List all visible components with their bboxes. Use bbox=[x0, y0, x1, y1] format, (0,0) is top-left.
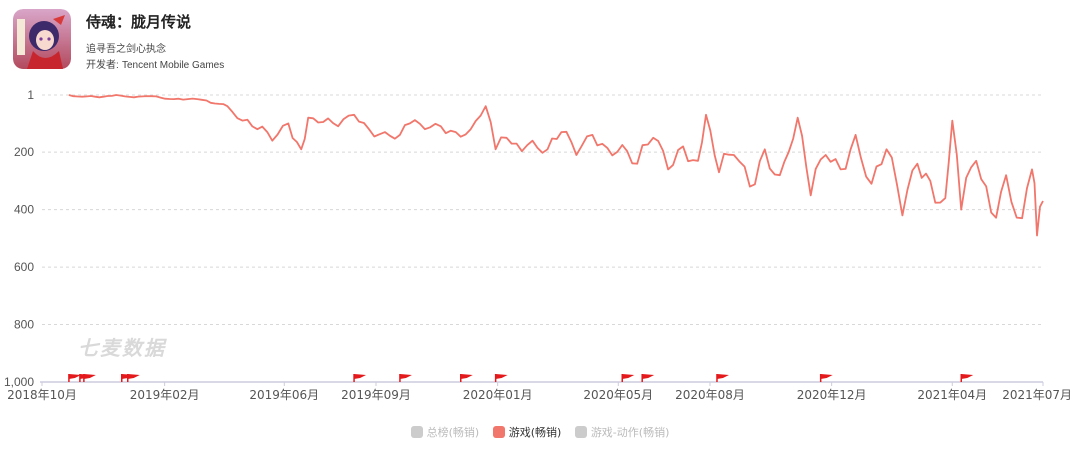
event-flag bbox=[354, 374, 367, 379]
app-developer: 开发者: Tencent Mobile Games bbox=[86, 56, 224, 71]
event-flag bbox=[642, 374, 655, 379]
legend-swatch bbox=[574, 426, 587, 438]
x-tick-label: 2020年08月 bbox=[675, 388, 745, 402]
event-flag bbox=[127, 374, 140, 379]
legend-swatch bbox=[410, 426, 423, 438]
y-tick-label: 400 bbox=[14, 203, 34, 217]
legend-item-game-action[interactable]: 游戏-动作(畅销) bbox=[574, 424, 670, 440]
event-flag bbox=[495, 374, 508, 379]
x-tick-label: 2021年07月 bbox=[1002, 388, 1072, 402]
event-flag bbox=[961, 374, 974, 379]
legend-swatch bbox=[492, 426, 505, 438]
x-tick-label: 2019年06月 bbox=[249, 388, 319, 402]
legend-item-overall[interactable]: 总榜(畅销) bbox=[410, 424, 480, 440]
y-tick-label: 1,000 bbox=[4, 375, 34, 389]
x-tick-label: 2020年12月 bbox=[797, 388, 867, 402]
app-subtitle: 追寻吾之剑心执念 bbox=[86, 44, 166, 55]
event-flag bbox=[820, 374, 833, 379]
x-tick-label: 2020年05月 bbox=[583, 388, 653, 402]
event-flag bbox=[716, 374, 729, 379]
developer-label: 开发者: bbox=[86, 60, 119, 71]
legend-label: 游戏(畅销) bbox=[508, 426, 562, 439]
y-tick-label: 600 bbox=[14, 260, 34, 274]
developer-name: Tencent Mobile Games bbox=[121, 60, 225, 71]
x-tick-label: 2021年04月 bbox=[917, 388, 987, 402]
watermark: 七麦数据 bbox=[78, 336, 166, 360]
event-flag bbox=[399, 374, 412, 379]
app-icon bbox=[13, 9, 71, 69]
event-flag bbox=[622, 374, 635, 379]
event-flag bbox=[83, 374, 96, 379]
event-flag bbox=[460, 374, 473, 379]
series-line-game-grossing bbox=[68, 94, 1044, 237]
x-tick-label: 2019年02月 bbox=[130, 388, 200, 402]
legend-item-game[interactable]: 游戏(畅销) bbox=[492, 424, 562, 440]
legend: 总榜(畅销) 游戏(畅销) 游戏-动作(畅销) bbox=[0, 424, 1080, 441]
x-tick-label: 2020年01月 bbox=[463, 388, 533, 402]
y-tick-label: 1 bbox=[27, 88, 34, 102]
y-tick-label: 200 bbox=[14, 145, 34, 159]
event-flag bbox=[68, 374, 81, 379]
legend-label: 游戏-动作(畅销) bbox=[590, 426, 670, 439]
y-tick-label: 800 bbox=[14, 318, 34, 332]
legend-label: 总榜(畅销) bbox=[426, 426, 480, 439]
app-title: 侍魂：胧月传说 bbox=[86, 13, 192, 31]
x-tick-label: 2019年09月 bbox=[341, 388, 411, 402]
x-tick-label: 2018年10月 bbox=[7, 388, 77, 402]
